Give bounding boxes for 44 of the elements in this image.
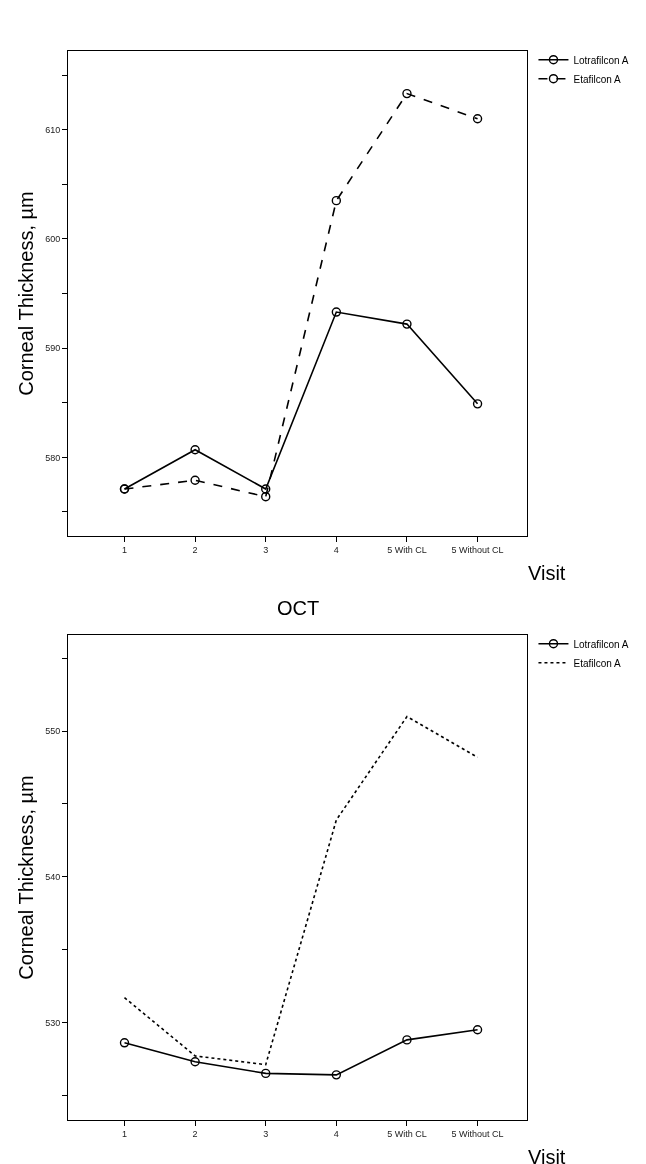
point [331, 307, 342, 317]
y-tick-label: 550 [45, 726, 61, 737]
y-axis-title: Corneal Thickness, µm [14, 775, 37, 980]
x-tick-label: 5 With CL [387, 1128, 427, 1139]
point [402, 88, 412, 99]
x-tick-label: 5 With CL [387, 544, 427, 555]
x-axis-title: Visit [528, 1146, 566, 1164]
point [190, 1057, 200, 1067]
point [190, 445, 200, 455]
x-tick-label: 1 [121, 544, 127, 555]
x-tick-label: 5 Without CL [451, 544, 504, 555]
x-axis-title: Visit [528, 562, 566, 584]
point [261, 491, 271, 502]
y-tick-label: 540 [45, 871, 61, 882]
point [402, 319, 412, 329]
y-tick-label: 530 [45, 1017, 61, 1028]
x-tick-label: 5 Without CL [451, 1128, 504, 1139]
x-tick-label: 3 [263, 1128, 269, 1139]
point [472, 114, 483, 124]
y-tick-label: 600 [45, 234, 61, 245]
x-tick-label: 4 [333, 544, 339, 555]
point [261, 484, 271, 494]
point [402, 1035, 412, 1045]
legend-label: Etafilcon A [573, 657, 622, 669]
point [119, 1038, 130, 1048]
chart-title: OCT [277, 597, 320, 619]
point [472, 1025, 483, 1035]
legend-label: Lotrafilcon A [573, 54, 629, 66]
x-tick-label: 3 [263, 544, 269, 555]
x-tick-label: 2 [192, 1128, 198, 1139]
y-tick-label: 590 [45, 343, 61, 354]
x-tick-label: 1 [121, 1128, 127, 1139]
legend-label: Etafilcon A [573, 73, 622, 85]
x-tick-label: 4 [333, 1128, 339, 1139]
y-axis-title: Corneal Thickness, µm [14, 191, 37, 396]
point [190, 475, 200, 485]
point [261, 1068, 271, 1079]
point [331, 1070, 342, 1080]
y-tick-label: 610 [45, 124, 61, 135]
point [472, 399, 483, 409]
x-tick-label: 2 [192, 544, 198, 555]
point [331, 195, 342, 206]
legend-label: Lotrafilcon A [573, 638, 629, 650]
y-tick-label: 580 [45, 452, 61, 463]
